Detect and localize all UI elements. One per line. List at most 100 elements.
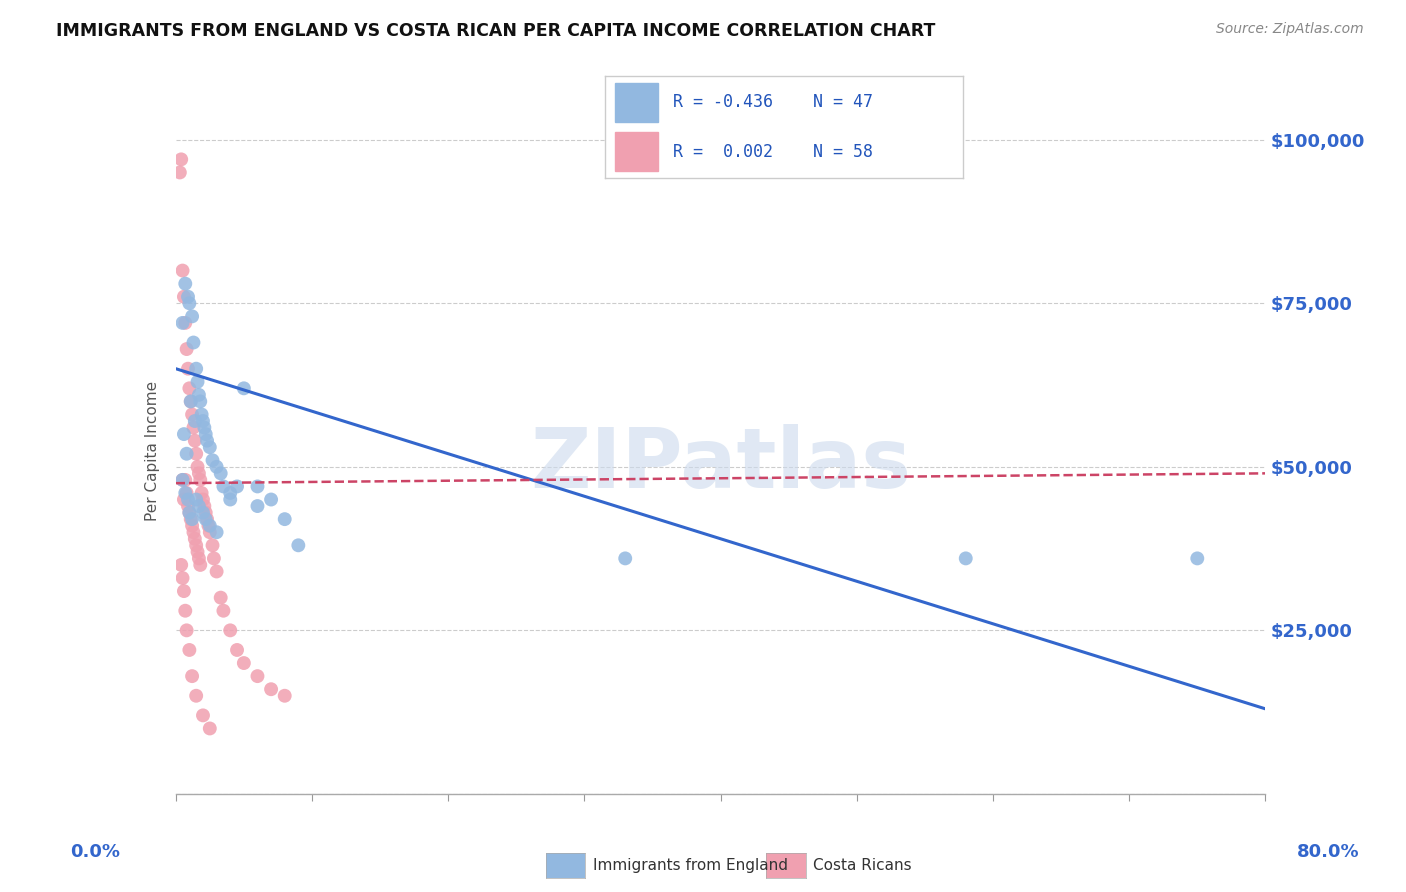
Point xyxy=(201,538,224,552)
Point xyxy=(170,558,193,572)
Point xyxy=(179,643,201,657)
Text: Costa Ricans: Costa Ricans xyxy=(813,858,911,872)
Point xyxy=(186,492,208,507)
Point xyxy=(183,525,205,540)
Point xyxy=(190,408,212,422)
Point xyxy=(172,473,194,487)
Point xyxy=(184,434,207,448)
Point xyxy=(955,551,977,566)
Point xyxy=(194,512,217,526)
Point xyxy=(173,492,195,507)
Point xyxy=(246,499,269,513)
Point xyxy=(174,604,197,618)
Point xyxy=(205,525,228,540)
Point xyxy=(191,506,214,520)
Point xyxy=(287,538,309,552)
Point xyxy=(260,682,283,697)
Bar xyxy=(616,83,658,122)
Point xyxy=(177,290,200,304)
Text: IMMIGRANTS FROM ENGLAND VS COSTA RICAN PER CAPITA INCOME CORRELATION CHART: IMMIGRANTS FROM ENGLAND VS COSTA RICAN P… xyxy=(56,22,935,40)
Point xyxy=(179,506,201,520)
Point xyxy=(183,420,205,434)
Point xyxy=(209,467,232,481)
Point xyxy=(232,381,254,395)
Point xyxy=(226,643,249,657)
Point xyxy=(198,525,221,540)
Point xyxy=(186,361,208,376)
Point xyxy=(191,414,214,428)
Text: Source: ZipAtlas.com: Source: ZipAtlas.com xyxy=(1216,22,1364,37)
Point xyxy=(180,394,202,409)
Point xyxy=(232,656,254,670)
Point xyxy=(186,689,208,703)
Point xyxy=(183,335,205,350)
Point xyxy=(174,277,197,291)
Point xyxy=(274,689,297,703)
Point xyxy=(205,565,228,579)
Point xyxy=(173,584,195,599)
Point xyxy=(191,492,214,507)
Point xyxy=(187,551,209,566)
Point xyxy=(179,381,201,395)
Point xyxy=(181,408,204,422)
Point xyxy=(190,486,212,500)
Text: 0.0%: 0.0% xyxy=(70,843,121,861)
Point xyxy=(195,434,218,448)
Point xyxy=(260,492,283,507)
Text: 80.0%: 80.0% xyxy=(1298,843,1360,861)
Point xyxy=(205,459,228,474)
Point xyxy=(209,591,232,605)
Point xyxy=(169,165,191,179)
Point xyxy=(187,467,209,481)
Point xyxy=(180,394,202,409)
Point xyxy=(193,499,215,513)
Point xyxy=(202,551,225,566)
Point xyxy=(195,512,218,526)
Bar xyxy=(616,132,658,171)
Point xyxy=(198,722,221,736)
Point xyxy=(180,512,202,526)
Point xyxy=(177,492,200,507)
Point xyxy=(181,512,204,526)
Point xyxy=(219,624,242,638)
Point xyxy=(274,512,297,526)
Point xyxy=(188,473,211,487)
Point xyxy=(187,388,209,402)
Point xyxy=(198,440,221,454)
Text: ZIPatlas: ZIPatlas xyxy=(530,424,911,505)
Point xyxy=(246,669,269,683)
Point xyxy=(212,479,235,493)
Point xyxy=(186,459,209,474)
Point xyxy=(219,492,242,507)
Point xyxy=(176,486,198,500)
Point xyxy=(188,394,211,409)
Point xyxy=(172,263,194,277)
Point xyxy=(194,506,217,520)
Point xyxy=(186,375,209,389)
Point xyxy=(177,499,200,513)
Point xyxy=(186,447,208,461)
Point xyxy=(176,342,198,356)
Point xyxy=(212,604,235,618)
Point xyxy=(219,486,242,500)
Point xyxy=(170,153,193,167)
Point xyxy=(188,558,211,572)
Point xyxy=(181,669,204,683)
Point xyxy=(174,316,197,330)
Point xyxy=(184,532,207,546)
Point xyxy=(186,545,209,559)
Point xyxy=(191,708,214,723)
Point xyxy=(179,506,201,520)
Point xyxy=(246,479,269,493)
Point xyxy=(173,427,195,442)
Point xyxy=(226,479,249,493)
Point xyxy=(1187,551,1209,566)
Point xyxy=(179,296,201,310)
Point xyxy=(174,473,197,487)
Text: R = -0.436    N = 47: R = -0.436 N = 47 xyxy=(672,94,873,112)
Point xyxy=(172,571,194,585)
Point xyxy=(198,518,221,533)
Point xyxy=(184,414,207,428)
Point xyxy=(194,427,217,442)
Point xyxy=(181,518,204,533)
